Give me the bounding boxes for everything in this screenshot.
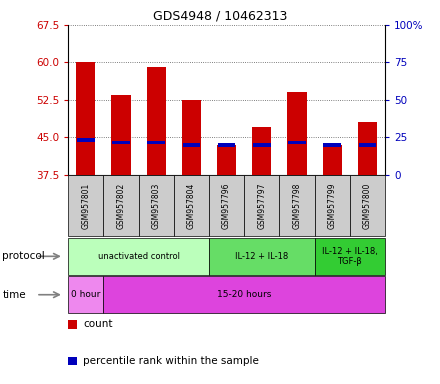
Bar [323,145,342,175]
Text: GSM957802: GSM957802 [117,182,125,228]
Bar [183,143,200,147]
Text: 15-20 hours: 15-20 hours [217,290,271,299]
Text: percentile rank within the sample: percentile rank within the sample [83,356,259,366]
Bar [323,143,341,147]
Bar [182,100,201,175]
Bar [147,141,165,144]
Text: time: time [2,290,26,300]
Text: GSM957804: GSM957804 [187,182,196,228]
Text: GSM957797: GSM957797 [257,182,266,229]
Bar [76,62,95,175]
Text: GSM957796: GSM957796 [222,182,231,229]
Text: GSM957799: GSM957799 [328,182,337,229]
Text: count: count [83,319,113,329]
Bar [147,67,166,175]
Bar [77,138,95,142]
Bar [252,127,271,175]
Text: IL-12 + IL-18: IL-12 + IL-18 [235,252,289,261]
Text: GDS4948 / 10462313: GDS4948 / 10462313 [153,10,287,23]
Text: IL-12 + IL-18,
TGF-β: IL-12 + IL-18, TGF-β [322,247,378,266]
Bar [218,143,235,147]
Text: 0 hour: 0 hour [71,290,100,299]
Text: unactivated control: unactivated control [98,252,180,261]
Text: GSM957800: GSM957800 [363,182,372,228]
Bar [287,92,307,175]
Bar [111,95,131,175]
Text: GSM957798: GSM957798 [293,182,301,228]
Bar [112,141,130,144]
Bar [358,122,377,175]
Text: protocol: protocol [2,251,45,262]
Bar [288,141,306,144]
Bar [217,145,236,175]
Bar [253,143,271,147]
Bar [359,143,376,147]
Text: GSM957801: GSM957801 [81,182,90,228]
Text: GSM957803: GSM957803 [152,182,161,228]
